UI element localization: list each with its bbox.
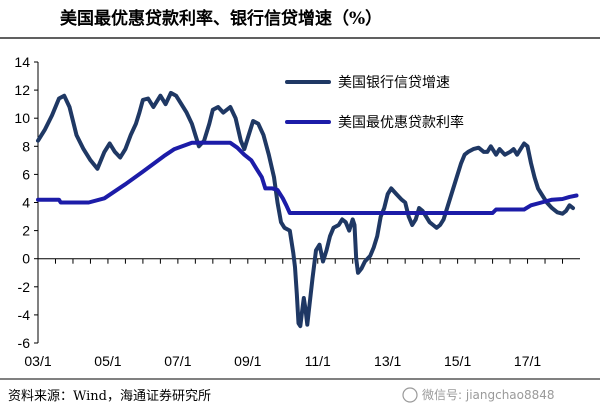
x-tick-label: 05/1 <box>94 353 121 369</box>
y-tick-label: -6 <box>18 335 31 351</box>
y-tick-label: 0 <box>22 251 30 267</box>
y-tick-label: 8 <box>22 138 30 154</box>
y-tick-labels: 14 12 10 8 6 4 2 0 -2 -4 -6 <box>14 54 30 351</box>
y-tick-label: 6 <box>22 166 30 182</box>
y-tick-label: 2 <box>22 223 30 239</box>
chart-title: 美国最优惠贷款利率、银行信贷增速（%） <box>60 8 382 29</box>
x-tick-label: 17/1 <box>514 353 541 369</box>
source-note: 资料来源：Wind，海通证券研究所 <box>8 388 211 404</box>
x-tick-label: 09/1 <box>234 353 261 369</box>
watermark: 微信号: jiangchao8848 <box>402 387 555 403</box>
y-tick-label: 14 <box>14 54 30 70</box>
legend-label-prime-rate: 美国最优惠贷款利率 <box>338 114 464 131</box>
series-line-credit-growth <box>36 90 575 329</box>
y-tick-label: 12 <box>14 82 30 98</box>
y-tick-label: -2 <box>18 279 31 295</box>
watermark-text: 微信号: jiangchao8848 <box>422 388 555 402</box>
x-tick-labels: 03/1 05/1 07/1 09/1 11/1 13/1 15/1 17/1 <box>24 353 541 369</box>
y-tick-label: 10 <box>14 110 30 126</box>
x-tick-label: 15/1 <box>444 353 471 369</box>
series-line-prime-rate <box>36 140 579 215</box>
x-tick-label: 07/1 <box>164 353 191 369</box>
legend: 美国银行信贷增速 美国最优惠贷款利率 <box>285 75 464 131</box>
y-tick-label: -4 <box>18 307 31 323</box>
series-lines <box>36 90 579 329</box>
axes-group <box>34 61 580 344</box>
x-tick-label: 13/1 <box>374 353 401 369</box>
wechat-icon <box>402 387 418 403</box>
x-tick-label: 03/1 <box>24 353 51 369</box>
legend-label-credit-growth: 美国银行信贷增速 <box>338 75 450 91</box>
y-tick-label: 4 <box>22 195 30 211</box>
x-tick-label: 11/1 <box>305 353 331 369</box>
